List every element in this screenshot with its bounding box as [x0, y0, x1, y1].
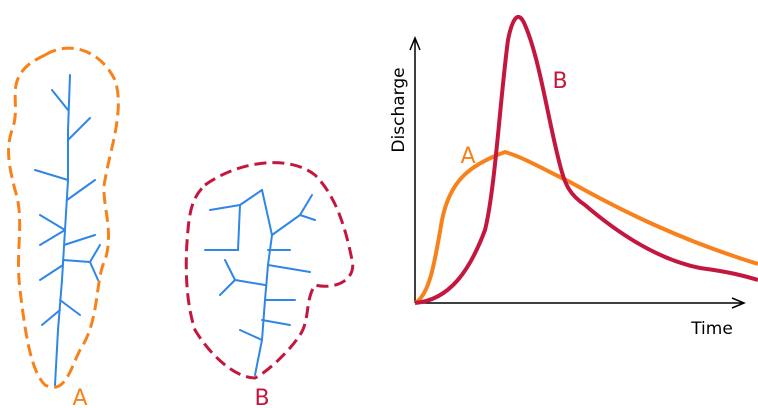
basin-a: A	[7, 46, 120, 408]
river-network	[34, 74, 101, 386]
basin-label: B	[254, 386, 269, 408]
curve-label: B	[552, 69, 567, 94]
basin-b: B	[184, 161, 355, 408]
y-axis-label: Discharge	[389, 67, 409, 152]
river-network	[204, 189, 316, 376]
hydrograph: Discharge Time A B	[389, 15, 758, 339]
curve-label: A	[460, 144, 475, 169]
x-axis-label: Time	[690, 319, 733, 339]
basin-outline	[184, 161, 355, 380]
basin-label: A	[72, 386, 87, 408]
curve-a	[413, 149, 758, 305]
basin-outline	[7, 46, 120, 389]
y-axis	[409, 36, 421, 303]
curve-b	[414, 15, 758, 305]
x-axis	[415, 297, 746, 309]
